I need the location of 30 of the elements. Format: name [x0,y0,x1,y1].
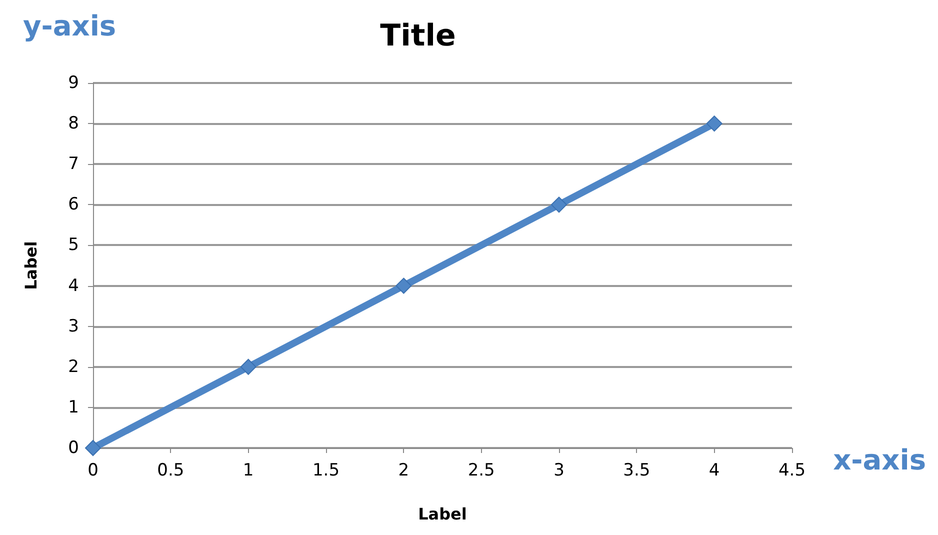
x-tick-label: 3 [554,460,564,480]
text: y-axis [23,10,116,42]
y-tick-label: 6 [68,194,79,215]
x-tick-label: 2 [398,460,410,480]
y-tick-label: 2 [68,356,79,377]
text: x-axis [833,444,926,476]
point [706,116,722,132]
point [396,278,412,294]
point [240,358,256,375]
x-tick-label: 3.5 [623,460,650,480]
y-tick-label: 5 [68,235,79,256]
y-tick-label: 8 [68,114,79,134]
y-tick-label: 1 [68,397,79,418]
x-tick-label: 0 [88,460,98,480]
x-tick-label: 1.5 [312,460,340,480]
y-tick-label: 3 [68,316,79,336]
x-axis-title: Label [418,504,467,524]
y-tick-label: 9 [68,73,79,93]
x-tick-label: 1 [242,460,254,480]
y-tick-label: 0 [68,438,79,458]
y-tick-label: 7 [68,154,79,174]
x-tick-label: 4.5 [778,460,806,480]
x-tick-label: 4 [708,460,720,480]
x-tick-label: 2.5 [468,460,495,480]
y-tick-label: 4 [68,276,79,296]
x-tick-label: 0.5 [157,460,184,480]
chart-title: Title [380,18,456,54]
point [551,196,567,213]
y-axis-title: Label [22,241,40,290]
point [85,440,101,456]
